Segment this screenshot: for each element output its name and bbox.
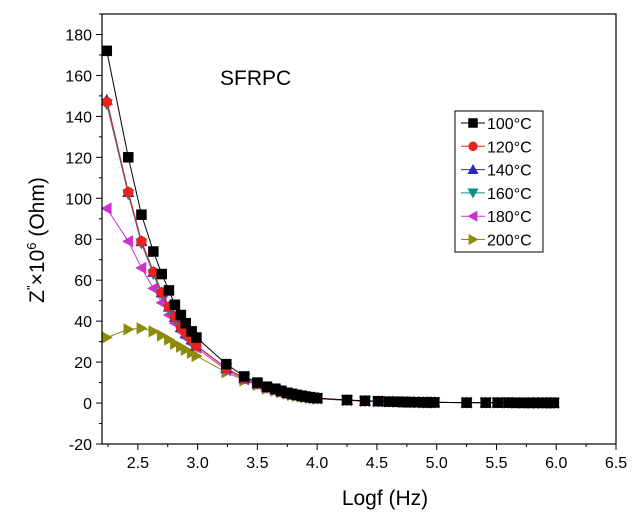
legend-marker [468, 118, 478, 128]
x-tick-label: 6.5 [605, 455, 627, 472]
y-tick-label: 40 [74, 314, 92, 331]
data-point [311, 392, 323, 404]
y-tick-label: 160 [65, 68, 92, 85]
legend-label: 160°C [487, 186, 532, 203]
legend-item: 160°C [461, 186, 532, 203]
legend-marker [467, 210, 478, 222]
data-point [163, 285, 175, 296]
legend-label: 140°C [487, 163, 532, 180]
data-point [429, 397, 440, 408]
legend-item: 200°C [461, 233, 532, 250]
y-tick-label: 20 [74, 355, 92, 372]
data-point [148, 246, 159, 257]
plot-area [100, 45, 561, 410]
series-100c [101, 45, 560, 409]
y-tick-label: 0 [83, 396, 92, 413]
data-point [100, 202, 112, 215]
data-point [372, 395, 384, 407]
data-point [123, 323, 135, 336]
data-point [492, 397, 503, 408]
x-tick-label: 4.5 [366, 455, 388, 472]
x-tick-label: 2.5 [127, 455, 149, 472]
y-tick-label: 180 [65, 27, 92, 44]
legend-item: 100°C [461, 116, 532, 133]
data-point [461, 397, 472, 408]
data-point [164, 333, 176, 346]
data-point [123, 186, 134, 198]
y-axis-label-unit: (Ohm) [26, 177, 49, 242]
legend-label: 180°C [487, 209, 532, 226]
y-tick-label: 140 [65, 109, 92, 126]
y-tick-label: 60 [74, 273, 92, 290]
chart-title: SFRPC [220, 67, 291, 90]
y-tick-label: 120 [65, 150, 92, 167]
y-axis-label-base: Z [26, 290, 49, 303]
series-200c [101, 322, 561, 410]
data-point [359, 395, 371, 407]
data-point [156, 329, 169, 342]
data-point [180, 343, 192, 356]
legend-marker [467, 188, 479, 199]
data-point [147, 282, 159, 295]
x-tick-label: 3.0 [187, 455, 209, 472]
y-tick-label: 80 [74, 232, 92, 249]
legend-item: 140°C [461, 163, 532, 180]
data-point [101, 96, 113, 108]
x-tick-label: 6.0 [545, 455, 567, 472]
y-axis-label-exponent: 6 [24, 243, 39, 250]
data-point [135, 261, 147, 275]
data-point [221, 358, 232, 370]
plot-frame [101, 13, 617, 445]
legend-marker [468, 141, 478, 152]
data-point [169, 299, 181, 311]
data-point [252, 377, 263, 388]
x-axis-label: Logf (Hz) [342, 487, 428, 510]
data-point [238, 371, 250, 382]
legend-marker [468, 233, 479, 246]
data-point [548, 397, 560, 409]
legend-box [454, 110, 544, 253]
data-point [480, 397, 491, 408]
y-tick-label: 100 [65, 191, 92, 208]
data-point [170, 337, 182, 350]
y-axis-label-prime: " [24, 285, 39, 290]
x-tick-label: 5.0 [426, 455, 448, 472]
legend: 100°C 120°C 140°C 160°C 180°C 200°C [454, 110, 544, 253]
data-point [191, 349, 203, 363]
data-point [122, 235, 134, 248]
y-axis-label: Z"×106 (Ohm) [24, 177, 49, 303]
legend-label: 120°C [487, 139, 532, 156]
data-point [191, 332, 202, 343]
data-point [101, 45, 113, 57]
data-point [341, 394, 353, 406]
data-point [123, 152, 134, 163]
data-point [101, 331, 114, 344]
legend-marker [467, 163, 479, 174]
y-tick-label: -20 [69, 437, 92, 454]
legend-item: 180°C [461, 209, 532, 226]
y-axis-label-times: ×10 [26, 250, 49, 286]
data-point [156, 268, 168, 280]
data-point [136, 236, 147, 247]
legend-label: 200°C [487, 233, 532, 250]
x-tick-label: 5.5 [485, 455, 507, 472]
x-tick-label: 3.5 [246, 455, 268, 472]
axis-ticks: 2.5 3.0 3.5 4.0 4.5 5.0 5.5 6.0 6.5 -20 0 20 40 60 80 1… [65, 13, 627, 472]
data-point [136, 209, 147, 220]
data-point [148, 325, 160, 338]
x-tick-label: 4.0 [306, 455, 328, 472]
legend-item: 120°C [461, 139, 532, 156]
legend-label: 100°C [487, 116, 532, 133]
data-point [136, 322, 148, 335]
data-point [180, 317, 191, 329]
